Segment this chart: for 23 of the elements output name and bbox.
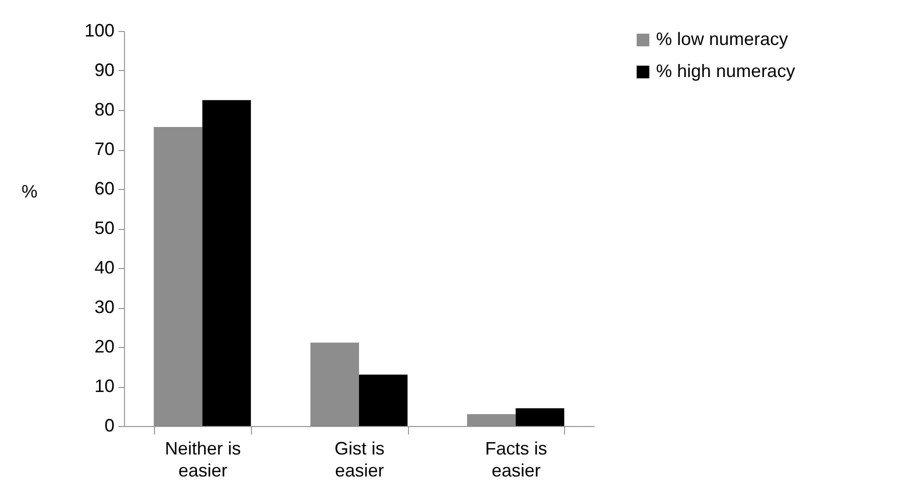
y-tick-label: 100 [84,20,114,40]
bar [310,342,359,426]
y-tick-label: 40 [94,258,114,278]
y-tick-label: 60 [94,178,114,198]
y-tick-label: 30 [94,297,114,317]
bar [154,126,202,426]
bar [467,414,516,426]
y-tick-label: 20 [94,336,114,356]
y-tick-label: 0 [104,416,114,436]
x-tick-label: Neither is easier [164,438,241,480]
y-tick-label: 70 [94,139,114,159]
x-tick-label: Gist is easier [334,438,385,480]
y-tick-label: 10 [94,376,114,396]
bar [516,408,564,426]
legend-label: % low numeracy [656,29,788,49]
bar [202,100,251,426]
bar [359,374,408,426]
y-axis-title: % [21,182,38,202]
y-tick-label: 50 [94,218,114,238]
legend-label: % high numeracy [656,61,796,81]
y-tick-label: 80 [94,100,114,120]
x-tick-label: Facts is easier [485,438,548,480]
y-tick-label: 90 [94,60,114,80]
